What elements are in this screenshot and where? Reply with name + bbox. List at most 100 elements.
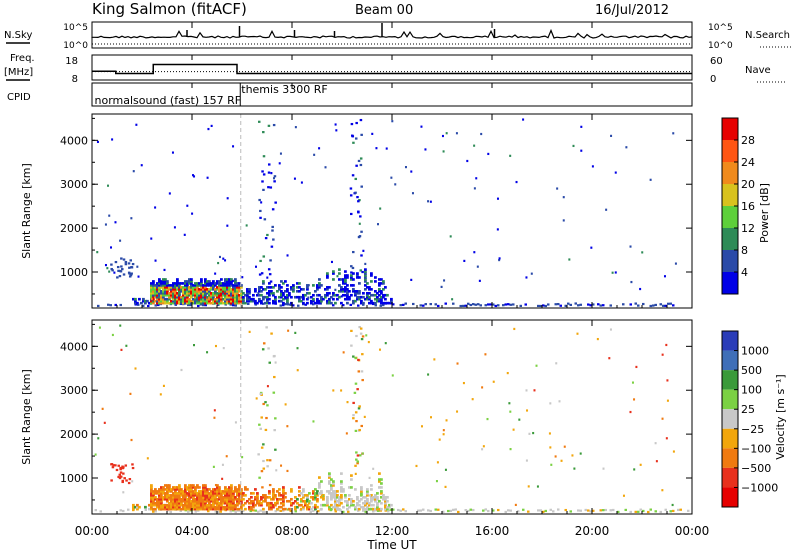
echo-cell	[260, 446, 264, 449]
echo-cell	[296, 497, 299, 501]
echo-cell	[184, 501, 187, 505]
echo-cell	[357, 210, 360, 213]
echo-cell	[338, 278, 341, 281]
echo-cell	[334, 490, 337, 493]
echo-cell	[200, 497, 203, 501]
echo-cell	[228, 278, 231, 281]
echo-cell	[346, 288, 349, 291]
echo-cell	[166, 507, 169, 511]
echo-cell	[172, 286, 175, 289]
echo-cell	[272, 291, 275, 295]
echo-cell	[635, 365, 638, 369]
echo-cell	[270, 507, 273, 511]
echo-cell	[234, 488, 237, 491]
echo-cell	[326, 276, 329, 279]
echo-cell	[232, 503, 235, 507]
echo-cell	[336, 293, 339, 297]
echo-cell	[463, 259, 466, 263]
echo-cell	[322, 497, 325, 501]
echo-cell	[346, 295, 349, 299]
echo-cell	[204, 301, 207, 305]
echo-cell	[232, 505, 235, 509]
echo-cell	[234, 486, 237, 489]
echo-cell	[147, 304, 150, 308]
echo-cell	[178, 496, 181, 499]
echo-cell	[332, 494, 335, 497]
echo-cell	[548, 432, 551, 435]
echo-cell	[356, 295, 359, 299]
echo-cell	[178, 282, 181, 285]
echo-cell	[222, 490, 225, 493]
echo-cell	[415, 464, 418, 468]
echo-cell	[609, 304, 612, 307]
echo-cell	[208, 301, 211, 305]
echo-cell	[424, 303, 427, 306]
echo-cell	[217, 261, 220, 265]
echo-cell	[278, 286, 281, 289]
echo-cell	[216, 507, 219, 511]
echo-cell	[370, 494, 373, 497]
echo-cell	[272, 496, 275, 499]
echo-cell	[549, 402, 552, 405]
echo-cell	[347, 510, 350, 513]
power-colorbar-band	[722, 162, 738, 184]
echo-cell	[267, 186, 270, 189]
echo-cell	[160, 295, 163, 299]
echo-cell	[274, 448, 277, 451]
echo-cell	[204, 501, 207, 505]
echo-cell	[328, 474, 331, 477]
y-tick-label: 1000	[60, 266, 88, 279]
echo-cell	[359, 269, 363, 272]
noise-left-tick-low: 10^0	[63, 41, 88, 51]
echo-cell	[442, 429, 445, 432]
echo-cell	[380, 301, 383, 305]
echo-cell	[342, 290, 345, 293]
echo-cell	[359, 215, 362, 218]
echo-cell	[262, 188, 265, 191]
echo-cell	[244, 293, 247, 297]
echo-cell	[208, 288, 211, 291]
echo-cell	[335, 129, 338, 132]
echo-cell	[352, 401, 355, 405]
echo-cell	[150, 299, 153, 303]
echo-cell	[314, 492, 317, 495]
echo-cell	[150, 297, 153, 300]
echo-cell	[234, 280, 237, 283]
echo-cell	[162, 384, 165, 387]
echo-cell	[160, 291, 163, 295]
echo-cell	[324, 293, 327, 297]
echo-cell	[189, 303, 192, 307]
echo-cell	[162, 288, 165, 291]
echo-cell	[394, 183, 397, 186]
echo-cell	[262, 459, 265, 463]
echo-cell	[110, 463, 114, 466]
echo-cell	[202, 492, 205, 495]
echo-cell	[131, 480, 134, 483]
echo-cell	[252, 503, 255, 507]
echo-cell	[204, 503, 207, 507]
echo-cell	[152, 297, 155, 301]
echo-cell	[351, 266, 355, 270]
echo-cell	[186, 505, 189, 509]
echo-cell	[218, 497, 221, 501]
echo-cell	[214, 344, 217, 348]
echo-cell	[665, 343, 668, 347]
echo-cell	[370, 496, 373, 499]
echo-cell	[218, 507, 221, 511]
echo-cell	[204, 295, 207, 299]
echo-cell	[378, 293, 381, 297]
echo-cell	[178, 497, 181, 501]
echo-cell	[190, 280, 193, 283]
echo-cell	[360, 424, 363, 428]
echo-cell	[230, 507, 233, 511]
echo-cell	[122, 258, 126, 261]
echo-cell	[204, 488, 207, 491]
echo-cell	[226, 280, 229, 283]
echo-cell	[300, 497, 303, 501]
echo-cell	[208, 284, 211, 287]
echo-cell	[144, 301, 147, 305]
echo-cell	[344, 278, 347, 281]
echo-cell	[186, 293, 189, 297]
echo-cell	[180, 488, 183, 491]
echo-cell	[214, 299, 217, 303]
